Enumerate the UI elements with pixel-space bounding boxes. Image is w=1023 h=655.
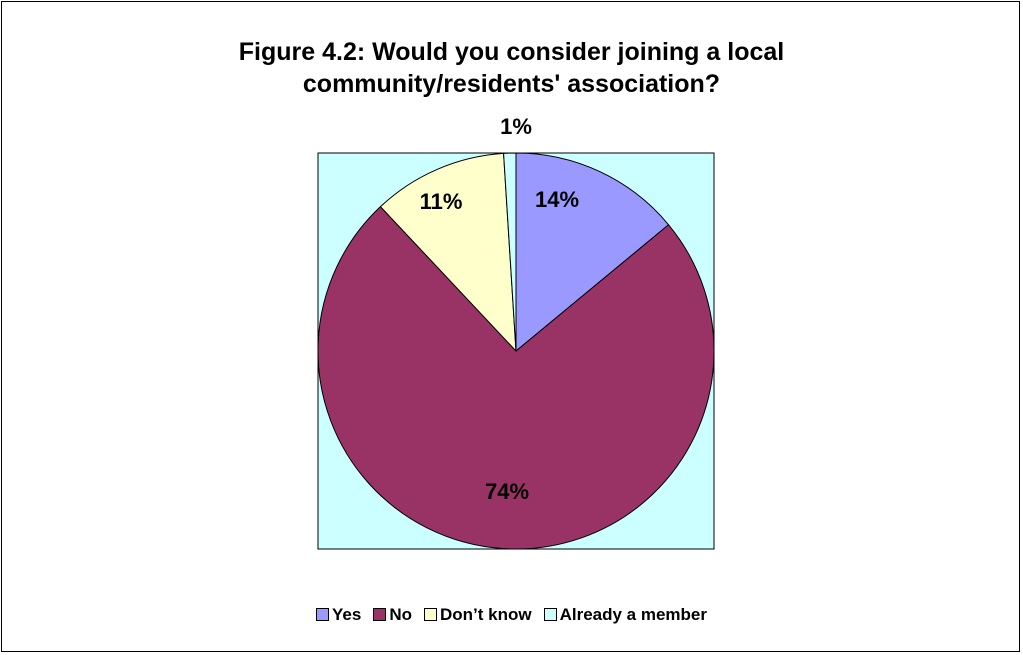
- legend-item-don-t-know: Don’t know: [423, 604, 532, 625]
- chart-title-line-2: community/residents' association?: [302, 70, 721, 98]
- legend-label: Don’t know: [439, 604, 532, 624]
- data-label-don-t-know: 11%: [420, 189, 463, 214]
- legend-item-no: No: [373, 605, 412, 625]
- pie-slice-yes: [515, 152, 670, 353]
- pie-slice-no: [317, 205, 715, 550]
- legend-label: No: [389, 604, 412, 624]
- legend-label: Yes: [332, 604, 362, 624]
- data-label-yes: 14%: [535, 187, 579, 212]
- chart-legend: Yes No Don’t know Already a member: [0, 604, 1023, 625]
- legend-swatch: [543, 607, 557, 621]
- pie-slice-don-t-know: [379, 152, 517, 353]
- legend-swatch: [373, 607, 387, 621]
- data-label-no: 74%: [485, 479, 529, 504]
- legend-swatch: [423, 607, 437, 621]
- legend-label: Already a member: [559, 604, 707, 624]
- chart-title-line-1: Figure 4.2: Would you consider joining a…: [238, 38, 785, 66]
- data-label-already-a-member: 1%: [500, 114, 532, 139]
- legend-item-already-a-member: Already a member: [543, 604, 707, 625]
- pie-slice-already-a-member: [503, 152, 517, 352]
- legend-item-yes: Yes: [316, 605, 361, 625]
- chart-title: Figure 4.2: Would you consider joining a…: [0, 36, 1023, 100]
- legend-swatch: [316, 607, 329, 621]
